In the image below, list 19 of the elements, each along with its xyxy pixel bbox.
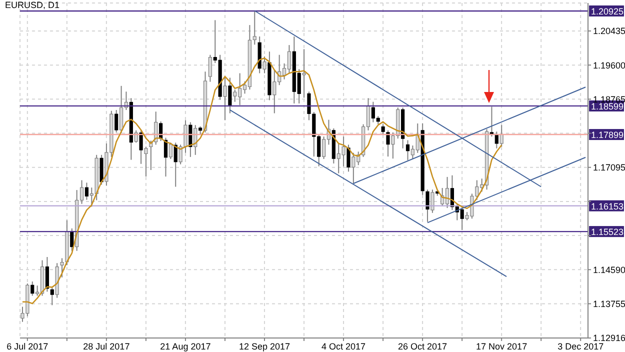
y-tick-label: 1.17095 [593, 162, 625, 173]
chart-title: EURUSD, D1 [5, 0, 60, 10]
x-tick-label: 6 Jul 2017 [6, 341, 48, 352]
x-tick-label: 12 Sep 2017 [238, 341, 290, 352]
x-tick-label: 17 Nov 2017 [476, 341, 528, 352]
y-tick-label: 1.20435 [593, 26, 625, 36]
ref-line-label: 1.20925 [591, 6, 624, 16]
x-tick-label: 21 Aug 2017 [160, 341, 211, 352]
ref-line-label: 1.17899 [591, 130, 624, 140]
y-tick-label: 1.12916 [593, 333, 625, 344]
ref-line-label: 1.15523 [591, 227, 624, 238]
x-tick-label: 4 Oct 2017 [321, 341, 366, 352]
ref-line-label: 1.16153 [591, 201, 624, 212]
x-tick-label: 3 Dec 2017 [558, 341, 604, 352]
y-tick-label: 1.13755 [593, 298, 625, 309]
x-tick-label: 26 Oct 2017 [398, 341, 448, 352]
y-tick-label: 1.19600 [593, 60, 625, 70]
x-tick-label: 28 Jul 2017 [83, 341, 130, 352]
y-tick-label: 1.14590 [593, 264, 625, 275]
